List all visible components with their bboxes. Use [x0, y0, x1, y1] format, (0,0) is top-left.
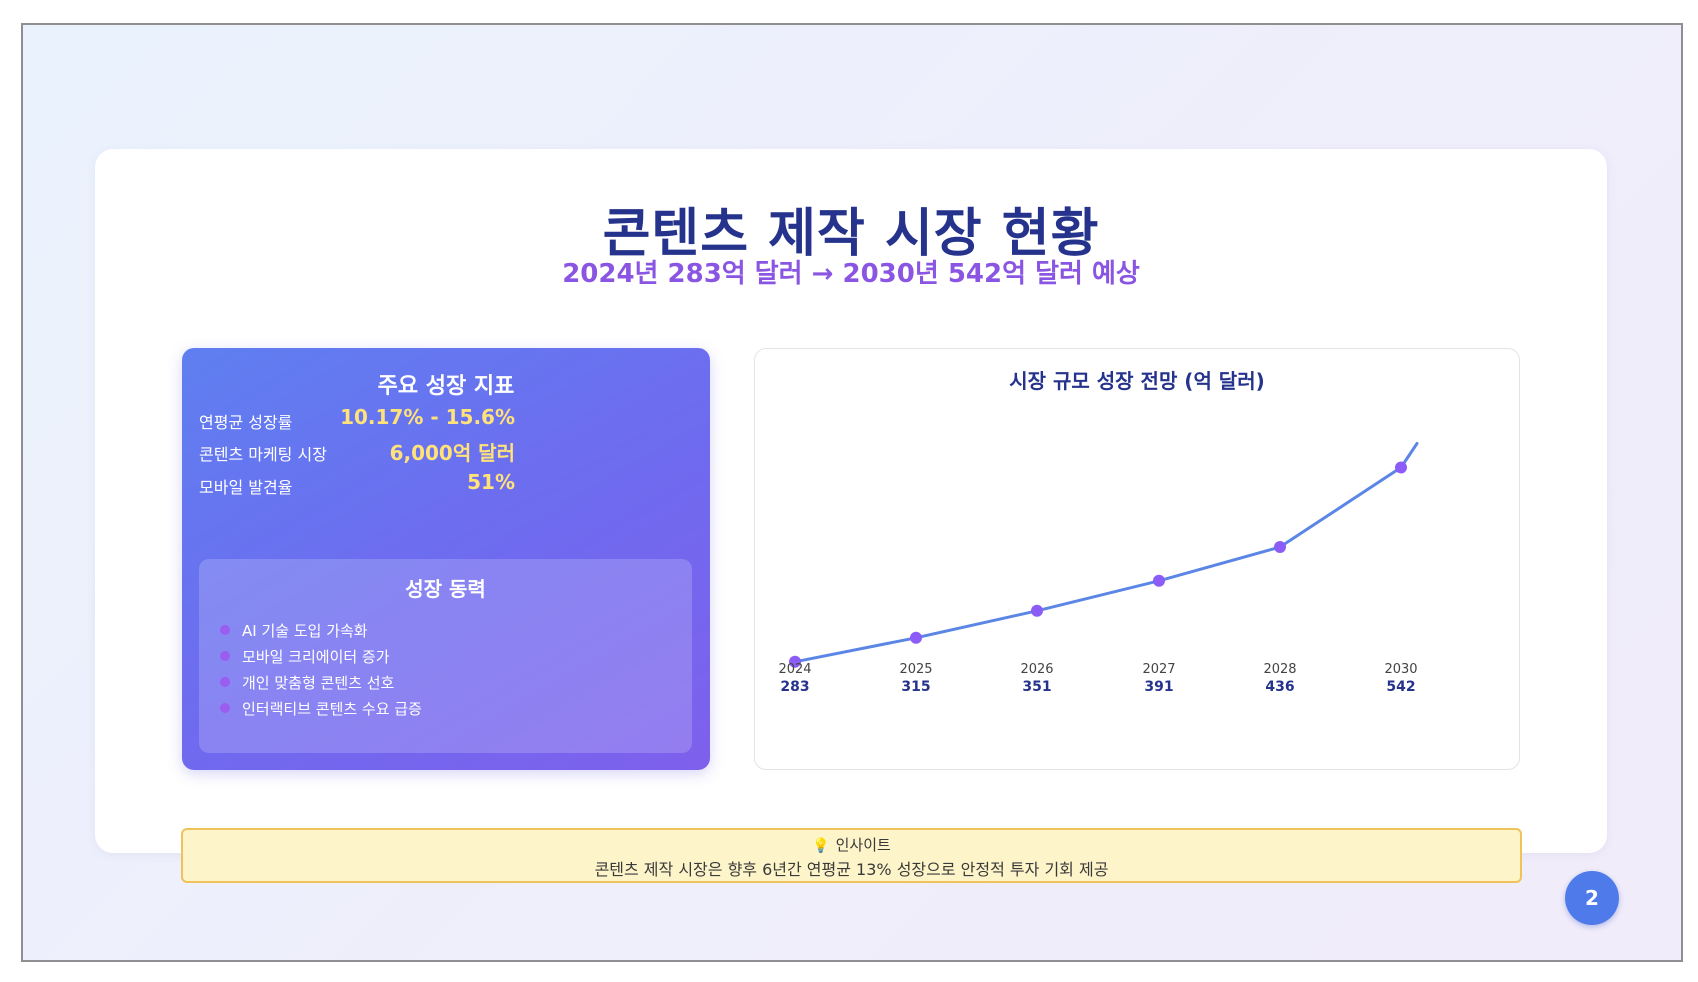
growth-metrics-panel: 주요 성장 지표 연평균 성장률 10.17% - 15.6% 콘텐츠 마케팅 …	[182, 348, 710, 770]
bullet-icon	[220, 703, 230, 713]
driver-text: 모바일 크리에이터 증가	[242, 648, 390, 666]
data-point	[1274, 541, 1286, 553]
x-tick-label: 2025	[899, 662, 932, 677]
metric-value: 51%	[467, 470, 515, 494]
data-label: 351	[1022, 679, 1051, 695]
metric-row-mobile-discovery: 모바일 발견율 51%	[199, 468, 515, 498]
series-line	[793, 442, 1419, 664]
x-tick-label: 2030	[1384, 662, 1417, 677]
metric-value: 6,000억 달러	[389, 441, 515, 465]
driver-text: 개인 맞춤형 콘텐츠 선호	[242, 674, 395, 692]
page-subtitle: 2024년 283억 달러 → 2030년 542억 달러 예상	[562, 259, 1140, 289]
data-point	[1153, 574, 1165, 587]
data-point	[789, 655, 801, 668]
data-label: 542	[1386, 679, 1415, 695]
page-number-badge: 2	[1565, 871, 1619, 925]
bullet-icon	[220, 625, 230, 635]
slide-frame: 콘텐츠 제작 시장 현황 2024년 283억 달러 → 2030년 542억 …	[21, 23, 1683, 962]
x-tick-label: 2024	[778, 662, 811, 677]
page-title: 콘텐츠 제작 시장 현황	[602, 204, 1100, 264]
data-label: 436	[1265, 679, 1294, 695]
metric-row-content-marketing: 콘텐츠 마케팅 시장 6,000억 달러	[199, 435, 515, 465]
slide-card: 콘텐츠 제작 시장 현황 2024년 283억 달러 → 2030년 542억 …	[95, 149, 1607, 853]
metrics-title: 주요 성장 지표	[377, 374, 515, 399]
data-label: 315	[901, 679, 930, 695]
metric-label: 콘텐츠 마케팅 시장	[199, 445, 327, 464]
metric-label: 모바일 발견율	[199, 478, 293, 497]
bullet-icon	[220, 651, 230, 661]
insight-heading-text: 인사이트	[835, 836, 891, 854]
metric-label: 연평균 성장률	[199, 413, 293, 432]
insight-heading: 💡 인사이트	[183, 834, 1520, 855]
data-point	[910, 631, 922, 644]
data-label: 283	[780, 679, 809, 695]
driver-text: AI 기술 도입 가속화	[242, 622, 368, 640]
lightbulb-icon: 💡	[812, 838, 830, 854]
growth-drivers-box: 성장 동력 AI 기술 도입 가속화 모바일 크리에이터 증가 개인 맞춤형 콘…	[199, 559, 692, 753]
chart-title: 시장 규모 성장 전망 (억 달러)	[1009, 369, 1265, 393]
metric-value: 10.17% - 15.6%	[340, 405, 515, 429]
drivers-title: 성장 동력	[405, 577, 486, 601]
x-tick-label: 2026	[1020, 662, 1053, 677]
insight-text: 콘텐츠 제작 시장은 향후 6년간 연평균 13% 성장으로 안정적 투자 기회…	[594, 860, 1109, 879]
x-tick-label: 2027	[1142, 662, 1175, 677]
market-size-chart-panel: 시장 규모 성장 전망 (억 달러) 2024 283 2025 315 2026 351…	[754, 348, 1520, 770]
driver-text: 인터랙티브 콘텐츠 수요 급증	[242, 700, 422, 718]
data-label: 391	[1144, 679, 1173, 695]
metric-row-cagr: 연평균 성장률 10.17% - 15.6%	[199, 403, 515, 433]
insight-callout: 💡 인사이트 콘텐츠 제작 시장은 향후 6년간 연평균 13% 성장으로 안정적…	[181, 828, 1522, 883]
data-point	[1031, 604, 1043, 617]
data-point	[1395, 461, 1407, 474]
line-chart: 2024 283 2025 315 2026 351 2027 391 2028 436 2030 5…	[778, 442, 1419, 695]
bullet-icon	[220, 677, 230, 687]
x-tick-label: 2028	[1263, 662, 1296, 677]
